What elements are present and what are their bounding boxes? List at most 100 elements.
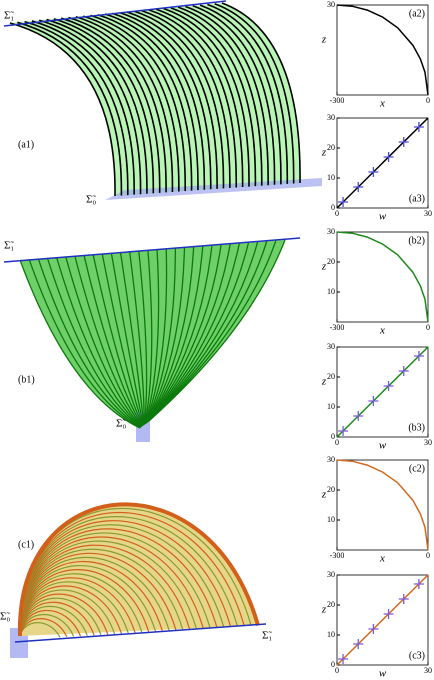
curve (101, 253, 144, 426)
data-line (336, 117, 429, 209)
curve (19, 540, 198, 637)
curve (82, 15, 180, 192)
y-tick-label: 10 (327, 402, 335, 411)
curve (19, 610, 82, 637)
y-axis-label: z (321, 261, 327, 273)
curve (46, 18, 148, 194)
fill-region (19, 504, 258, 636)
y-tick-label: 10 (327, 287, 335, 296)
cross-marker (353, 182, 364, 192)
curve (17, 502, 260, 637)
y-tick-label: 30 (327, 342, 335, 351)
curve (83, 255, 143, 427)
x-tick-label: 0 (335, 666, 339, 675)
curve (119, 11, 212, 190)
curve (19, 593, 109, 637)
y-tick-label: 20 (327, 257, 335, 266)
plot-frame (336, 4, 429, 96)
y-tick-label: 0 (331, 203, 335, 212)
cross-marker (368, 624, 379, 634)
data-line (336, 459, 429, 551)
curve (221, 2, 301, 184)
x-tick-label: 0 (335, 438, 339, 447)
curve (9, 22, 116, 197)
curve (146, 246, 204, 423)
sigma0-label: Σ̃₀ (0, 611, 10, 623)
y-tick-label: 10 (327, 173, 335, 182)
x-axis-label: w (379, 440, 387, 452)
curve (141, 9, 231, 188)
x-axis-label: w (379, 211, 387, 223)
cross-marker (353, 639, 364, 649)
curve (19, 560, 163, 637)
cross-marker (383, 381, 394, 391)
curve (60, 17, 161, 193)
y-tick-label: 0 (331, 660, 335, 669)
curve (19, 605, 88, 637)
cross-marker (413, 122, 424, 132)
curve (19, 565, 157, 637)
panel-label: (c2) (409, 463, 425, 474)
x-tick-label: 0 (426, 323, 430, 332)
cross-marker (368, 167, 379, 177)
curve (163, 7, 250, 187)
curve (126, 11, 218, 189)
surface-line (3, 0, 227, 27)
cross-marker (398, 366, 409, 376)
curve (110, 252, 145, 426)
curve (148, 9, 238, 188)
curve (149, 239, 286, 421)
y-tick-label: 20 (327, 372, 335, 381)
curve (119, 252, 145, 426)
curve (129, 251, 145, 425)
curve (19, 528, 218, 637)
y-tick-label: 30 (327, 113, 335, 122)
curve (65, 256, 143, 428)
curve (19, 589, 116, 637)
y-tick-label: 0 (331, 432, 335, 441)
curve (37, 258, 142, 428)
y-tick-label: 20 (327, 600, 335, 609)
curve (148, 241, 268, 422)
curve (155, 8, 244, 188)
curve (19, 569, 150, 637)
curve (75, 16, 174, 192)
curve (19, 585, 123, 637)
y-axis-label: z (321, 489, 327, 501)
data-line (336, 346, 429, 438)
cross-marker (338, 197, 349, 207)
x-tick-label: 30 (424, 209, 432, 218)
curve (149, 240, 277, 421)
cross-marker (413, 351, 424, 361)
cross-marker (398, 137, 409, 147)
x-tick-label: 30 (424, 438, 432, 447)
curve (185, 5, 269, 186)
panel-label: (a1) (18, 139, 34, 150)
curve (192, 5, 276, 185)
cross-marker (383, 609, 394, 619)
curve (19, 601, 95, 637)
curve (177, 6, 263, 186)
curve (19, 573, 143, 637)
plot-frame (336, 231, 429, 323)
curve (170, 7, 257, 187)
cross-marker (413, 579, 424, 589)
y-tick-label: 10 (327, 515, 335, 524)
curve (19, 532, 211, 637)
y-axis-label: z (321, 147, 327, 159)
data-line (336, 231, 429, 323)
y-axis-label: z (321, 376, 327, 388)
x-tick-label: 0 (426, 96, 430, 105)
curve (74, 255, 143, 427)
y-tick-label: 30 (327, 455, 335, 464)
curve (138, 250, 148, 425)
curve (90, 14, 186, 192)
fill-region (10, 3, 301, 196)
curve (207, 3, 289, 184)
sigma1-label: Σ̃₁ (4, 240, 14, 252)
surface-line (3, 237, 301, 263)
illustrations (3, 0, 322, 658)
sigma1-label: Σ̃₁ (262, 630, 272, 642)
panel-label: (c1) (18, 539, 34, 550)
panel-label: (a2) (409, 8, 425, 19)
